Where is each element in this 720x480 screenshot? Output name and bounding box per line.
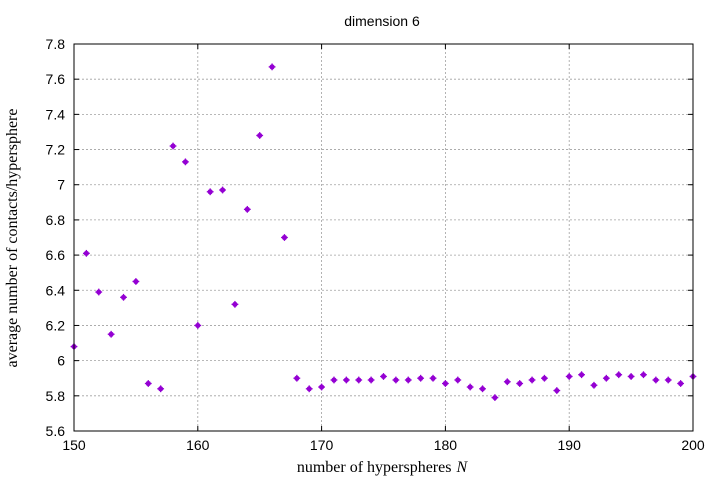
data-point [503, 378, 511, 386]
data-point [355, 376, 363, 384]
x-tick-label: 170 [310, 437, 334, 453]
y-axis-label: average number of contacts/hypersphere [4, 109, 21, 368]
x-tick-label: 180 [434, 437, 458, 453]
y-tick-label: 7.2 [46, 142, 66, 158]
data-point [318, 383, 325, 391]
plot-frame [73, 43, 694, 432]
data-point [256, 132, 264, 139]
data-point [231, 300, 239, 308]
data-points [70, 63, 697, 401]
data-point [169, 142, 177, 150]
data-point [107, 330, 115, 338]
data-point [429, 374, 437, 382]
data-point [578, 371, 585, 379]
data-point [479, 385, 486, 393]
data-point [528, 376, 536, 384]
data-point [243, 205, 251, 213]
tick-labels: 150 160 170 180 190 200 5.6 5.8 6 6.2 6.4 6.6 6.8 7 7.… [46, 36, 705, 453]
y-tick-label: 6 [57, 353, 65, 369]
data-point [491, 394, 499, 401]
data-point [281, 234, 288, 241]
data-point [182, 158, 189, 166]
x-axis-label-text: number of hyperspheres [297, 459, 452, 476]
x-axis-label-variable: N [455, 459, 468, 476]
y-tick-label: 6.6 [46, 247, 66, 263]
data-point [640, 371, 647, 379]
data-point [627, 373, 635, 380]
y-tick-label: 7.4 [46, 106, 66, 122]
data-point [268, 63, 276, 71]
data-point [95, 288, 103, 296]
y-tick-label: 7.8 [46, 36, 66, 52]
data-point [677, 380, 685, 387]
y-tick-label: 6.4 [46, 282, 66, 298]
data-point [330, 376, 338, 384]
data-point [342, 376, 350, 384]
data-point [380, 373, 387, 380]
x-tick-label: 160 [186, 437, 210, 453]
data-point [664, 376, 672, 384]
x-tick-label: 200 [681, 437, 705, 453]
y-tick-label: 5.8 [46, 388, 66, 404]
data-point [615, 371, 623, 379]
data-point [305, 385, 313, 393]
data-point [466, 383, 474, 391]
data-point [553, 387, 561, 394]
data-point [82, 249, 90, 257]
data-point [565, 373, 573, 380]
data-point [602, 374, 610, 382]
data-point [132, 278, 140, 285]
data-point [367, 376, 375, 384]
chart-title: dimension 6 [344, 13, 420, 29]
data-point [293, 374, 301, 382]
data-point [516, 380, 524, 387]
x-axis-label: number of hyperspheres N [297, 459, 469, 476]
data-point [442, 380, 449, 387]
y-tick-label: 6.2 [46, 317, 66, 333]
y-tick-label: 7.6 [46, 71, 66, 87]
y-tick-label: 7 [57, 177, 65, 193]
data-point [652, 376, 660, 384]
data-point [590, 381, 598, 389]
data-point [392, 376, 400, 384]
data-point [157, 385, 165, 393]
data-point [454, 376, 462, 384]
x-tick-label: 190 [558, 437, 582, 453]
data-point [417, 374, 425, 382]
data-point [219, 186, 226, 194]
data-point [120, 293, 127, 301]
data-point [194, 322, 202, 329]
data-point [541, 374, 548, 382]
grid-lines [74, 44, 693, 431]
y-tick-label: 5.6 [46, 423, 66, 439]
data-point [404, 376, 412, 384]
data-point [144, 380, 152, 387]
y-tick-label: 6.8 [46, 212, 66, 228]
data-point [206, 188, 214, 196]
x-tick-label: 150 [62, 437, 86, 453]
